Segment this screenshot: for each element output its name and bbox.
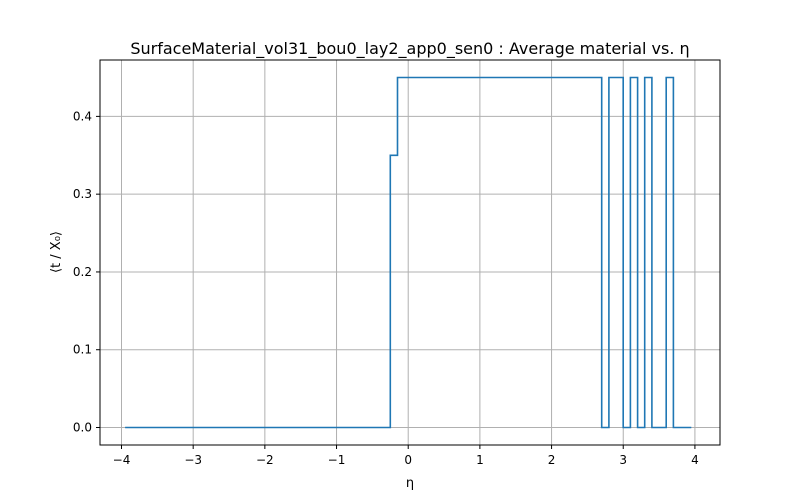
plot-frame (99, 59, 721, 446)
ticks: −4 −3 −2 −1 0 1 2 3 4 0.0 0.1 0.2 0.3 0.4 (73, 109, 699, 467)
x-axis-label: η (406, 476, 414, 491)
x-tick-label: −4 (113, 453, 131, 467)
series-line (125, 76, 692, 429)
chart-title: SurfaceMaterial_vol31_bou0_lay2_app0_sen… (130, 39, 689, 59)
x-tick-label: −2 (256, 453, 274, 467)
x-tick-label: 1 (476, 453, 484, 467)
x-tick-label: 2 (548, 453, 556, 467)
x-tick-label: 3 (619, 453, 627, 467)
y-tick-label: 0.0 (73, 421, 92, 435)
grid (100, 60, 720, 445)
y-tick-label: 0.4 (73, 109, 92, 123)
x-tick-label: 4 (691, 453, 699, 467)
series-layer (125, 76, 692, 429)
x-tick-label: −3 (184, 453, 202, 467)
y-tick-label: 0.3 (73, 187, 92, 201)
x-tick-label: −1 (328, 453, 346, 467)
y-tick-label: 0.1 (73, 343, 92, 357)
y-tick-label: 0.2 (73, 265, 92, 279)
y-axis-label: ⟨t / X₀⟩ (49, 231, 64, 273)
x-tick-label: 0 (404, 453, 412, 467)
